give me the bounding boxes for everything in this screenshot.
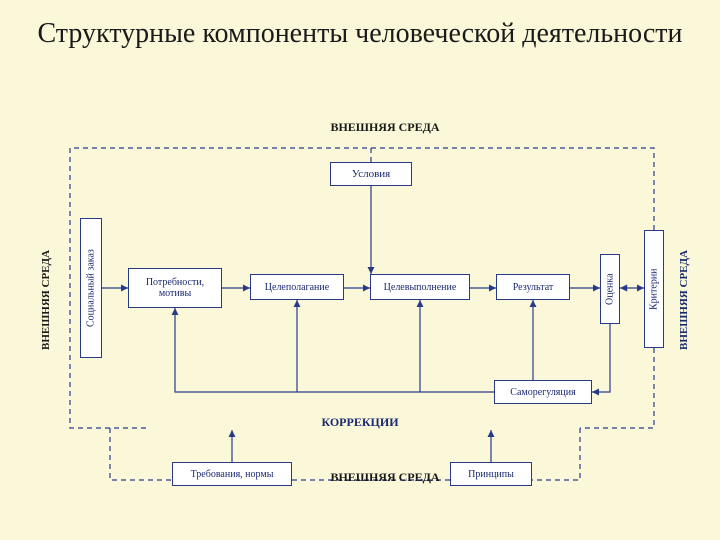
box-celevyp: Целевыполнение bbox=[370, 274, 470, 300]
label-lab-left: ВНЕШНЯЯ СРЕДА bbox=[40, 230, 56, 370]
label-lab-top: ВНЕШНЯЯ СРЕДА bbox=[310, 120, 460, 135]
label-lab-right: ВНЕШНЯЯ СРЕДА bbox=[678, 230, 694, 370]
page-title: Структурные компоненты человеческой деят… bbox=[0, 18, 720, 50]
box-potreb: Потребности, мотивы bbox=[128, 268, 222, 308]
box-principy: Принципы bbox=[450, 462, 532, 486]
slide-canvas: Структурные компоненты человеческой деят… bbox=[0, 0, 720, 540]
box-usloviya: Условия bbox=[330, 162, 412, 186]
box-soc-zakaz: Социальный заказ bbox=[80, 218, 102, 358]
label-lab-bottom: ВНЕШНЯЯ СРЕДА bbox=[310, 470, 460, 485]
box-kriterii: Критерии bbox=[644, 230, 664, 348]
box-result: Результат bbox=[496, 274, 570, 300]
label-lab-corr: КОРРЕКЦИИ bbox=[300, 415, 420, 430]
box-samoreg: Саморегуляция bbox=[494, 380, 592, 404]
box-ocenka: Оценка bbox=[600, 254, 620, 324]
box-trebovaniya: Требования, нормы bbox=[172, 462, 292, 486]
box-celepol: Целеполагание bbox=[250, 274, 344, 300]
